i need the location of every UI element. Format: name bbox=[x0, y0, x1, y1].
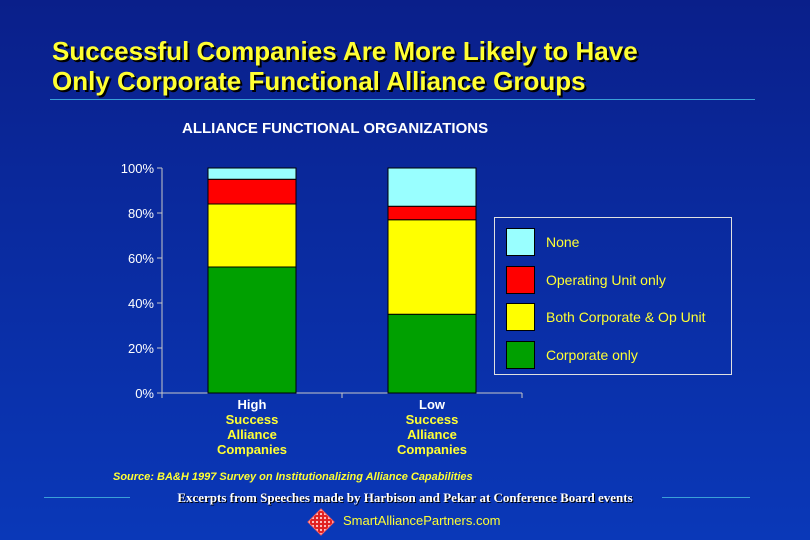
x-category-label-line: Success bbox=[225, 412, 279, 427]
bar-segment-both-corporate-op-unit bbox=[207, 203, 297, 268]
legend-swatch bbox=[506, 340, 535, 369]
legend-swatch bbox=[506, 228, 535, 256]
legend-label: Operating Unit only bbox=[546, 271, 666, 288]
bar-segment-corporate-only bbox=[207, 266, 297, 394]
y-tick-label: 60% bbox=[128, 251, 154, 266]
x-category-label: High Success Alliance Companies bbox=[197, 397, 307, 457]
website-link[interactable]: SmartAlliancePartners.com bbox=[343, 513, 501, 528]
chart-legend: None Operating Unit only Both Corporate & … bbox=[494, 217, 732, 375]
legend-label: Corporate only bbox=[546, 346, 638, 363]
footer-text: Excerpts from Speeches made by Harbison … bbox=[0, 490, 810, 506]
x-category-label-line: Success bbox=[405, 412, 459, 427]
footer-divider-right bbox=[662, 497, 750, 498]
legend-swatch bbox=[506, 303, 535, 331]
x-category-label-line: Alliance bbox=[227, 427, 277, 442]
slide-title-line2: Only Corporate Functional Alliance Group… bbox=[52, 66, 586, 96]
y-tick-label: 80% bbox=[128, 206, 154, 221]
bar-segment-both-corporate-op-unit bbox=[387, 219, 477, 315]
y-tick-label: 20% bbox=[128, 341, 154, 356]
diamond-grid-logo-icon bbox=[307, 508, 335, 536]
bar-segment-operating-unit-only bbox=[207, 178, 297, 205]
x-category-label-line: High bbox=[237, 397, 267, 412]
chart-title: ALLIANCE FUNCTIONAL ORGANIZATIONS bbox=[182, 120, 489, 137]
slide-title: Successful Companies Are More Likely to … bbox=[52, 36, 772, 96]
y-tick-label: 100% bbox=[121, 161, 155, 176]
bar-segment-none bbox=[207, 167, 297, 180]
y-tick-label: 40% bbox=[128, 296, 154, 311]
source-note: Source: BA&H 1997 Survey on Institutiona… bbox=[113, 471, 473, 483]
bar-segment-none bbox=[387, 167, 477, 207]
x-category-label-line: Companies bbox=[216, 442, 288, 457]
x-category-label-line: Low bbox=[419, 397, 445, 412]
bar-segment-operating-unit-only bbox=[387, 205, 477, 221]
x-category-label: Low Success Alliance Companies bbox=[377, 397, 487, 457]
legend-label: None bbox=[546, 234, 580, 250]
footer-divider-left bbox=[44, 497, 130, 498]
legend-label: Both Corporate & Op Unit bbox=[546, 309, 706, 325]
footer-text-content: Excerpts from Speeches made by Harbison … bbox=[177, 490, 633, 505]
slide-title-line1: Successful Companies Are More Likely to … bbox=[52, 36, 638, 66]
title-divider bbox=[50, 99, 755, 100]
x-category-label-line: Companies bbox=[396, 442, 468, 457]
x-category-label-line: Alliance bbox=[407, 427, 457, 442]
y-tick-label: 0% bbox=[135, 386, 154, 401]
legend-swatch bbox=[506, 265, 535, 294]
bar-segment-corporate-only bbox=[387, 313, 477, 394]
